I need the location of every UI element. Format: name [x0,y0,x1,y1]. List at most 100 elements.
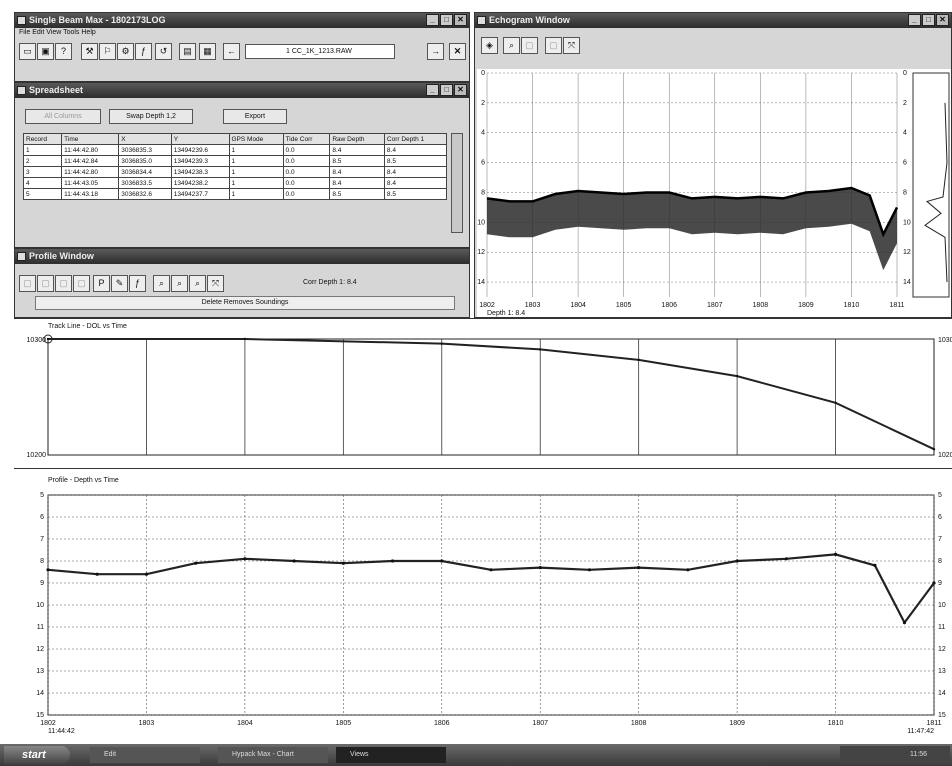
profile-tool-icon-4[interactable]: ▢ [73,275,90,292]
zoom-extents-icon[interactable]: ⌕ [189,275,206,292]
spreadsheet-titlebar[interactable]: Spreadsheet _ □ ✕ [15,83,469,98]
trackline-chart[interactable]: 10300 10200 10300 10200 [14,319,952,465]
maximize-button[interactable]: □ [440,14,453,26]
table-cell[interactable]: 3036834.4 [118,166,172,178]
file-field[interactable]: 1 CC_1K_1213.RAW [245,44,395,59]
table-cell[interactable]: 0.0 [282,155,331,167]
echogram-tool-icon-3[interactable]: ▢ [545,37,562,54]
table-cell[interactable]: 8.4 [383,166,448,178]
table-cell[interactable]: 3 [22,166,63,178]
swap-depth-button[interactable]: Swap Depth 1,2 [109,109,193,124]
close-button[interactable]: ✕ [454,14,467,26]
table-cell[interactable]: 8.4 [383,177,448,189]
table-row[interactable]: 1 11:44:42.80 3036835.3 13494239.6 1 0.0 8.4 8.… [22,144,448,156]
column-header-gps-mode[interactable]: GPS Mode [228,133,284,145]
taskbar-item[interactable]: Views [336,747,446,763]
table-cell[interactable]: 5 [22,188,63,200]
table-cell[interactable]: 13494239.6 [170,144,230,156]
profile-tool-icon-2[interactable]: ▢ [37,275,54,292]
table-cell[interactable]: 1 [228,144,284,156]
minimize-button[interactable]: _ [426,14,439,26]
table-cell[interactable]: 8.4 [383,144,448,156]
table-cell[interactable]: 11:44:43.18 [61,188,120,200]
echogram-minimize-button[interactable]: _ [908,14,921,26]
echogram-fit-icon[interactable]: ⤧ [563,37,580,54]
table-row[interactable]: 3 11:44:42.80 3036834.4 13494238.3 1 0.0 8.4 8.… [22,166,448,178]
main-menu-bar[interactable]: File Edit View Tools Help [19,29,96,36]
tool-icon-1[interactable]: ⚒ [81,43,98,60]
table-cell[interactable]: 2 [22,155,63,167]
delete-removes-soundings-bar[interactable]: Delete Removes Soundings [35,296,455,310]
table-cell[interactable]: 13494238.3 [170,166,230,178]
table-cell[interactable]: 3036835.0 [118,155,172,167]
echogram-maximize-button[interactable]: □ [922,14,935,26]
profile-tool-icon-3[interactable]: ▢ [55,275,72,292]
help-icon[interactable]: ? [55,43,72,60]
taskbar-item[interactable]: Edit [90,747,200,763]
column-header-time[interactable]: Time [61,133,120,145]
draw-icon[interactable]: ƒ [129,275,146,292]
table-row[interactable]: 2 11:44:42.84 3036835.0 13494239.3 1 0.0 8.5 8.… [22,155,448,167]
table-cell[interactable]: 0.0 [282,144,331,156]
echogram-plot[interactable]: 0 0 2 2 4 4 6 6 8 8 10 10 12 12 14 14 1802 1803 1804 1805 18… [477,69,951,317]
echogram-titlebar[interactable]: Echogram Window _ □ ✕ [475,13,951,28]
spreadsheet-close-button[interactable]: ✕ [454,84,467,96]
table-cell[interactable]: 11:44:42.84 [61,155,120,167]
spreadsheet-table[interactable]: Record Time X Y GPS Mode Tide Corr Raw D… [22,133,448,200]
column-header-x[interactable]: X [118,133,172,145]
table-cell[interactable]: 13494238.2 [170,177,230,189]
echogram-tool-icon-1[interactable]: ◈ [481,37,498,54]
table-cell[interactable]: 8.4 [329,166,385,178]
table-cell[interactable]: 8.4 [329,177,385,189]
table-cell[interactable]: 4 [22,177,63,189]
table-cell[interactable]: 13494239.3 [170,155,230,167]
table-cell[interactable]: 0.0 [282,177,331,189]
table-cell[interactable]: 11:44:43.05 [61,177,120,189]
table-cell[interactable]: 1 [22,144,63,156]
table-cell[interactable]: 1 [228,166,284,178]
table-cell[interactable]: 3036835.3 [118,144,172,156]
table-row[interactable]: 4 11:44:43.05 3036833.5 13494238.2 1 0.0 8.4 8.… [22,177,448,189]
table-cell[interactable]: 3036832.6 [118,188,172,200]
save-icon[interactable]: ▣ [37,43,54,60]
table-cell[interactable]: 1 [228,155,284,167]
table-row[interactable]: 5 11:44:43.18 3036832.6 13494237.7 1 0.0 8.5 8.… [22,188,448,200]
table-cell[interactable]: 3036833.5 [118,177,172,189]
table-cell[interactable]: 1 [228,188,284,200]
forward-arrow-icon[interactable]: → [427,43,444,60]
table-cell[interactable]: 1 [228,177,284,189]
table-cell[interactable]: 8.5 [329,155,385,167]
tool-icon-3[interactable]: ⚙ [117,43,134,60]
export-button[interactable]: Export [223,109,287,124]
tool-icon-6[interactable]: ▤ [179,43,196,60]
tool-icon-7[interactable]: ▦ [199,43,216,60]
delete-x-icon[interactable]: ✕ [449,43,466,60]
taskbar-item[interactable]: Hypack Max - Chart [218,747,328,763]
zoom-out-icon[interactable]: ⌕ [171,275,188,292]
table-cell[interactable]: 11:44:42.80 [61,166,120,178]
profile-tool-icon-1[interactable]: ▢ [19,275,36,292]
table-cell[interactable]: 11:44:42.80 [61,144,120,156]
column-header-tide-corr[interactable]: Tide Corr [282,133,331,145]
spreadsheet-maximize-button[interactable]: □ [440,84,453,96]
all-columns-button[interactable]: All Columns [25,109,101,124]
column-header-record[interactable]: Record [22,133,63,145]
table-cell[interactable]: 13494237.7 [170,188,230,200]
column-header-y[interactable]: Y [170,133,230,145]
column-header-raw-depth[interactable]: Raw Depth [329,133,385,145]
tool-icon-2[interactable]: ⚐ [99,43,116,60]
table-cell[interactable]: 0.0 [282,188,331,200]
spreadsheet-scrollbar[interactable] [451,133,463,233]
tool-icon-4[interactable]: ƒ [135,43,152,60]
echogram-close-button[interactable]: ✕ [936,14,949,26]
table-cell[interactable]: 8.4 [329,144,385,156]
table-cell[interactable]: 8.5 [329,188,385,200]
back-arrow-icon[interactable]: ← [223,43,240,60]
table-cell[interactable]: 8.5 [383,188,448,200]
tool-icon-5[interactable]: ↺ [155,43,172,60]
main-window-titlebar[interactable]: Single Beam Max - 1802173LOG _ □ ✕ [15,13,469,28]
echogram-zoom-icon[interactable]: ⌕ [503,37,520,54]
zoom-in-icon[interactable]: ⌕ [153,275,170,292]
pointer-p-icon[interactable]: P [93,275,110,292]
